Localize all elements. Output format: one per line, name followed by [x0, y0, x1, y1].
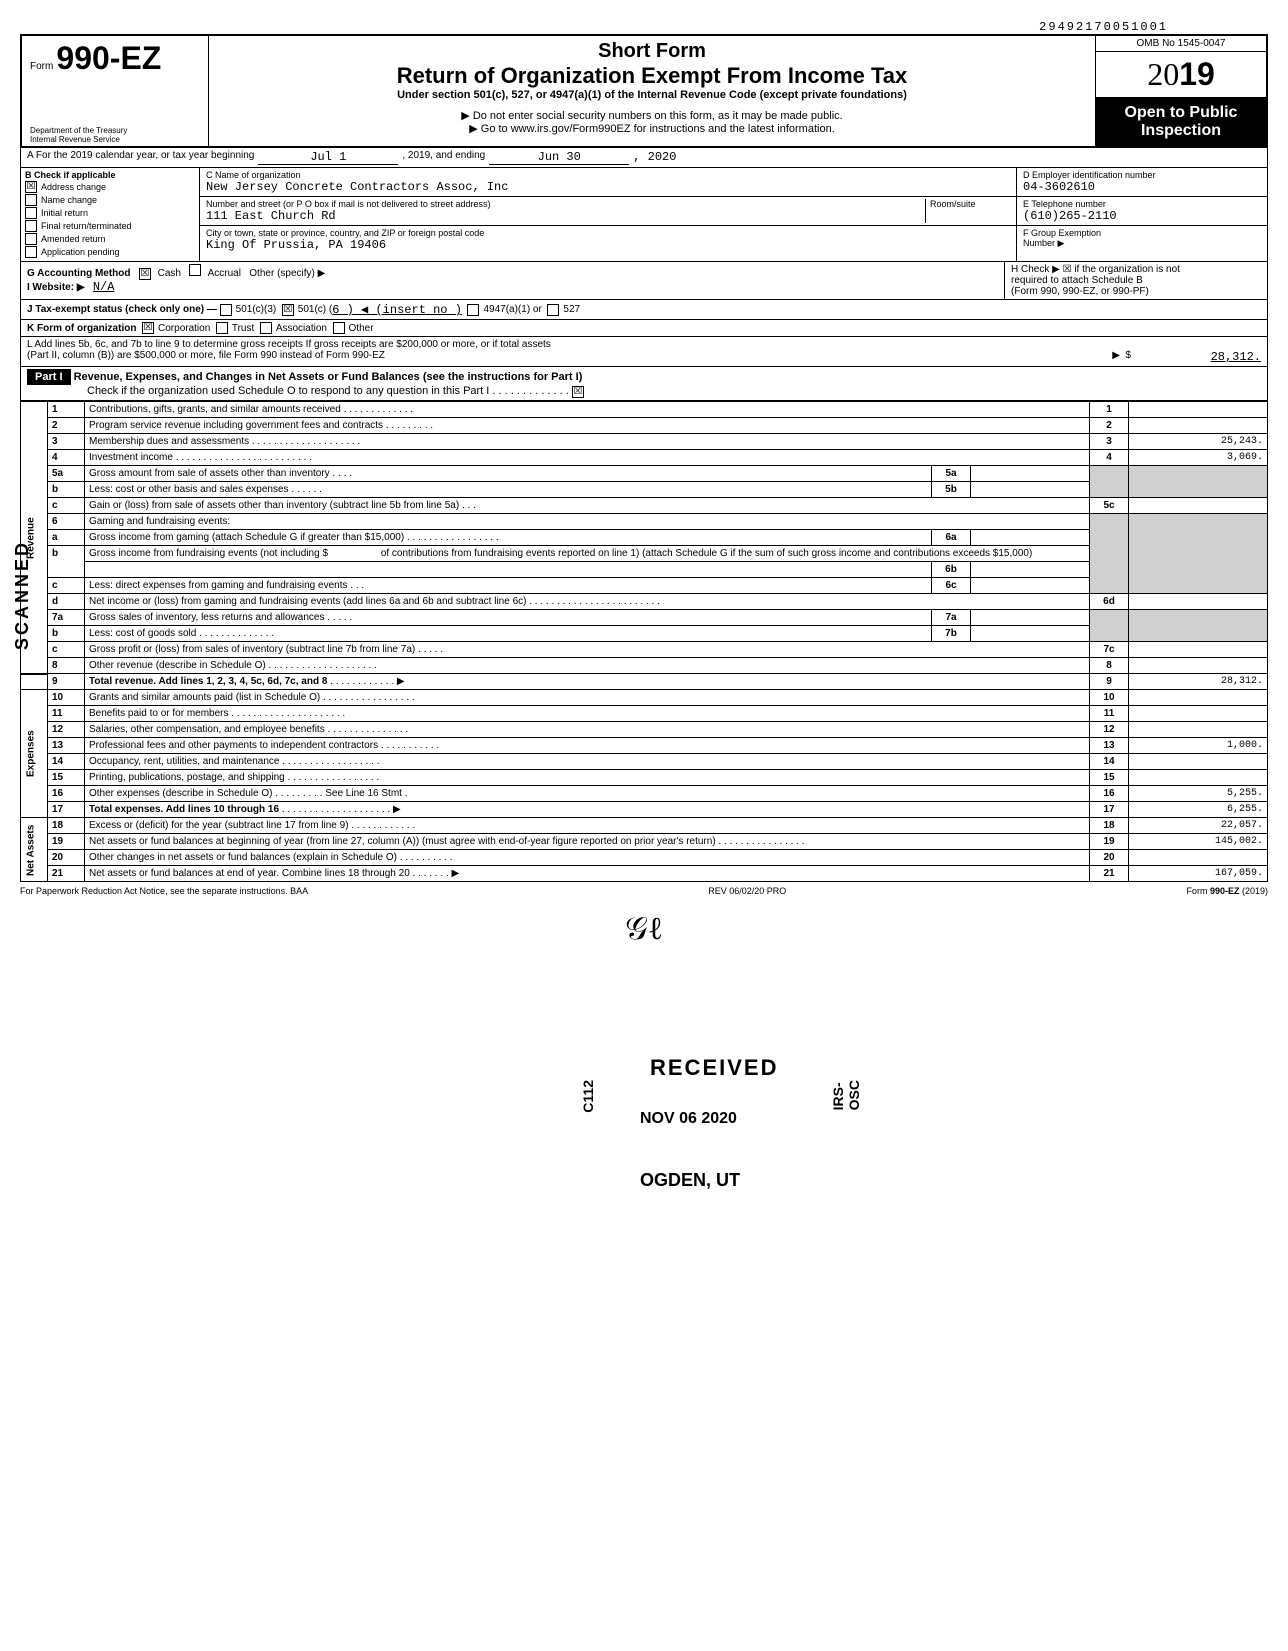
revenue-label: Revenue [21, 402, 48, 674]
check-final[interactable]: Final return/terminated [25, 220, 195, 232]
line-3-amount: 25,243. [1129, 434, 1268, 450]
line-8-amount [1129, 658, 1268, 674]
checkbox-icon[interactable]: ☒ [282, 304, 294, 316]
check-name[interactable]: Name change [25, 194, 195, 206]
line-16-amount: 5,255. [1129, 786, 1268, 802]
check-amended[interactable]: Amended return [25, 233, 195, 245]
stamp-c112: C112 [580, 1080, 596, 1113]
org-city: King Of Prussia, PA 19406 [206, 238, 1010, 252]
form-number: 990-EZ [56, 40, 161, 76]
section-de: D Employer identification number 04-3602… [1017, 168, 1267, 261]
line-17-amount: 6,255. [1129, 802, 1268, 818]
line-14-amount [1129, 754, 1268, 770]
line-15-amount [1129, 770, 1268, 786]
checkbox-icon[interactable]: ☒ [572, 386, 584, 398]
checkbox-icon[interactable] [547, 304, 559, 316]
line-13-amount: 1,000. [1129, 738, 1268, 754]
checkbox-icon [25, 233, 37, 245]
info-grid: B Check if applicable ☒Address change Na… [20, 168, 1268, 262]
open-public: Open to Public Inspection [1096, 98, 1266, 146]
dept-block: Department of the Treasury Internal Reve… [30, 126, 127, 144]
checkbox-icon [25, 220, 37, 232]
section-a: A For the 2019 calendar year, or tax yea… [20, 148, 1268, 168]
checkbox-icon [25, 207, 37, 219]
line-19-amount: 145,002. [1129, 834, 1268, 850]
form-label: Form [30, 61, 53, 72]
checkbox-icon [25, 194, 37, 206]
line-5c-amount [1129, 498, 1268, 514]
gross-receipts: 28,312. [1131, 350, 1261, 364]
section-h: H Check ▶ ☒ if the organization is not r… [1004, 262, 1267, 299]
omb-number: OMB No 1545-0047 [1096, 36, 1266, 52]
signature-initials: 𝒢ℓ [20, 910, 1268, 948]
footer-mid: REV 06/02/20 PRO [708, 886, 786, 896]
website: N/A [93, 280, 115, 294]
footer: For Paperwork Reduction Act Notice, see … [20, 882, 1268, 900]
line-1-amount [1129, 402, 1268, 418]
checkbox-icon[interactable] [333, 322, 345, 334]
footer-right: Form 990-EZ (2019) [1186, 886, 1268, 896]
checkbox-icon [25, 246, 37, 258]
checkbox-icon[interactable] [189, 264, 201, 276]
form-id-block: Form 990-EZ Department of the Treasury I… [22, 36, 209, 146]
line-20-amount [1129, 850, 1268, 866]
stamp-irs: IRS-OSC [830, 1080, 862, 1110]
stamp-date: NOV 06 2020 [640, 1110, 737, 1128]
check-address[interactable]: ☒Address change [25, 181, 195, 193]
lines-table: Revenue 1 Contributions, gifts, grants, … [20, 401, 1268, 882]
section-l: L Add lines 5b, 6c, and 7b to line 9 to … [20, 337, 1268, 367]
line-10-amount [1129, 690, 1268, 706]
footer-left: For Paperwork Reduction Act Notice, see … [20, 886, 308, 896]
dept-irs: Internal Revenue Service [30, 135, 127, 144]
row-g-i: G Accounting Method ☒ Cash Accrual Other… [20, 262, 1268, 300]
phone: (610)265-2110 [1023, 209, 1261, 223]
note-1: ▶ Do not enter social security numbers o… [213, 109, 1091, 122]
net-assets-label: Net Assets [21, 818, 48, 882]
line-21-amount: 167,059. [1129, 866, 1268, 882]
form-page: SCANNED 29492170051001 Form 990-EZ Depar… [20, 20, 1268, 948]
line-11-amount [1129, 706, 1268, 722]
section-b: B Check if applicable ☒Address change Na… [21, 168, 200, 261]
line-7c-amount [1129, 642, 1268, 658]
note-2: ▶ Go to www.irs.gov/Form990EZ for instru… [213, 122, 1091, 135]
ein: 04-3602610 [1023, 180, 1261, 194]
short-form-label: Short Form [213, 40, 1091, 63]
room-suite: Room/suite [925, 199, 1010, 223]
section-j: J Tax-exempt status (check only one) — 5… [20, 300, 1268, 320]
checkbox-icon[interactable]: ☒ [139, 268, 151, 280]
section-k: K Form of organization ☒ Corporation Tru… [20, 320, 1268, 337]
checkbox-icon[interactable] [220, 304, 232, 316]
right-header: OMB No 1545-0047 2019 Open to Public Ins… [1095, 36, 1266, 146]
part-1-header: Part I Revenue, Expenses, and Changes in… [20, 367, 1268, 401]
line-9-amount: 28,312. [1129, 674, 1268, 690]
form-header: Form 990-EZ Department of the Treasury I… [20, 34, 1268, 148]
checkbox-icon[interactable] [216, 322, 228, 334]
checkbox-icon[interactable] [260, 322, 272, 334]
end-month: Jun 30 [489, 150, 629, 165]
checkbox-icon[interactable]: ☒ [142, 322, 154, 334]
title-block: Short Form Return of Organization Exempt… [209, 36, 1095, 146]
org-name: New Jersey Concrete Contractors Assoc, I… [206, 180, 1010, 194]
end-year: , 2020 [633, 150, 676, 165]
tax-year: 2019 [1096, 52, 1266, 98]
check-pending[interactable]: Application pending [25, 246, 195, 258]
line-12-amount [1129, 722, 1268, 738]
dept-treasury: Department of the Treasury [30, 126, 127, 135]
section-c: C Name of organization New Jersey Concre… [200, 168, 1017, 261]
line-4-amount: 3,069. [1129, 450, 1268, 466]
document-number: 29492170051001 [20, 20, 1268, 34]
expenses-label: Expenses [21, 690, 48, 818]
check-initial[interactable]: Initial return [25, 207, 195, 219]
line-2-amount [1129, 418, 1268, 434]
begin-date: Jul 1 [258, 150, 398, 165]
checkbox-icon: ☒ [25, 181, 37, 193]
org-address: 111 East Church Rd [206, 209, 925, 223]
stamp-ogden: OGDEN, UT [640, 1170, 740, 1191]
line-6d-amount [1129, 594, 1268, 610]
subtitle: Under section 501(c), 527, or 4947(a)(1)… [213, 89, 1091, 101]
checkbox-icon[interactable] [467, 304, 479, 316]
line-18-amount: 22,057. [1129, 818, 1268, 834]
received-stamp: RECEIVED [650, 1055, 778, 1081]
return-title: Return of Organization Exempt From Incom… [213, 63, 1091, 89]
